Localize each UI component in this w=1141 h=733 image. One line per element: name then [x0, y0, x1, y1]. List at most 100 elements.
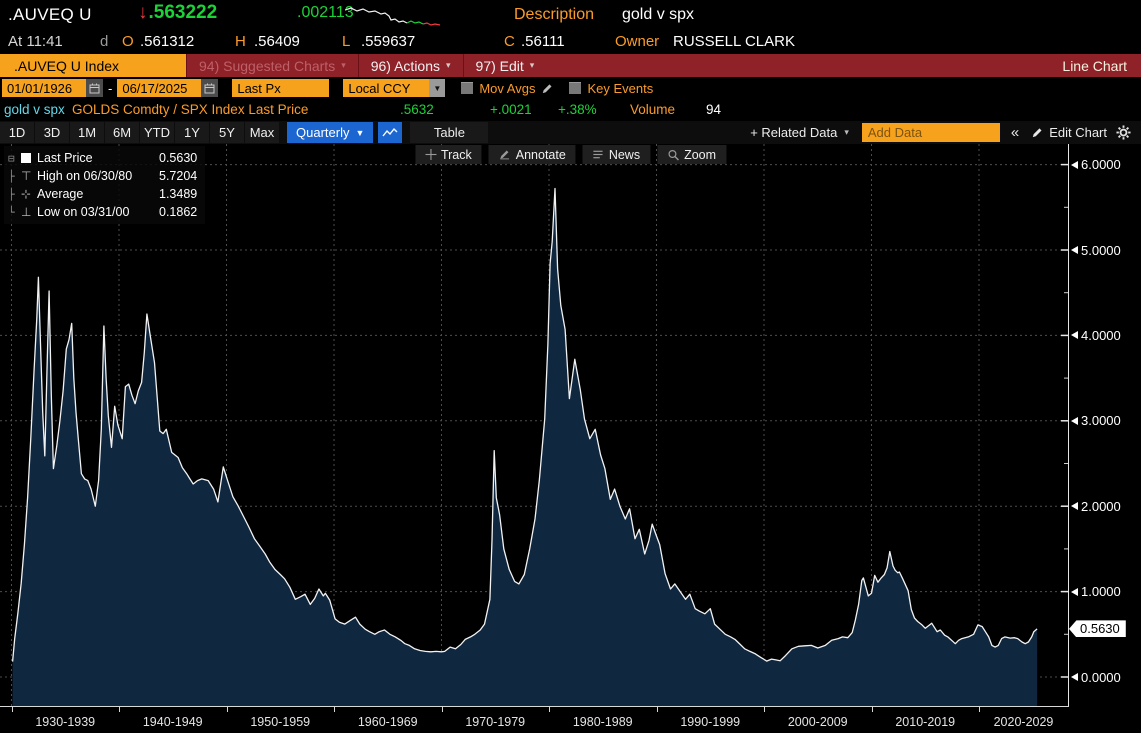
- calendar-icon[interactable]: [201, 79, 219, 97]
- high-label: H: [235, 33, 246, 50]
- period-button-1m[interactable]: 1M: [70, 122, 104, 143]
- x-axis-label: 2020-2029: [993, 714, 1054, 729]
- x-axis-label: 2010-2019: [895, 714, 956, 729]
- x-axis-tick: [441, 706, 443, 712]
- security-detail: GOLDS Comdty / SPX Index Last Price: [72, 102, 309, 117]
- table-button[interactable]: Table: [410, 122, 489, 143]
- legend-tree-line: └: [8, 205, 15, 219]
- x-axis-tick: [979, 706, 980, 712]
- ticker-symbol: .AUVEQ U: [8, 5, 92, 24]
- chart-type-label: Line Chart: [1062, 57, 1127, 74]
- legend-value: 0.1862: [159, 205, 198, 219]
- calendar-icon[interactable]: [86, 79, 103, 97]
- x-axis-tick: [871, 706, 873, 712]
- mov-avgs-pencil-icon[interactable]: [540, 82, 553, 95]
- legend-row: ├ ⊹ Average 1.3489: [8, 185, 197, 203]
- y-axis-label: 4.0000: [1071, 327, 1121, 343]
- news-label: News: [608, 147, 641, 162]
- menu-item-label: 94) Suggested Charts: [199, 57, 336, 74]
- collapse-panel-button[interactable]: «: [1010, 124, 1020, 141]
- edit-chart-button[interactable]: Edit Chart: [1030, 125, 1107, 140]
- frequency-select[interactable]: Quarterly ▼: [287, 122, 374, 143]
- low-value: .559637: [361, 33, 416, 50]
- delay-flag: d: [100, 33, 109, 50]
- chart-plot[interactable]: [0, 144, 1141, 706]
- settings-gear-icon[interactable]: [1116, 125, 1135, 140]
- close-label: C: [504, 33, 515, 50]
- x-axis-tick: [656, 706, 658, 712]
- owner-value: RUSSELL CLARK: [673, 33, 795, 50]
- average-marker-icon: ⊹: [21, 187, 32, 201]
- menubar: .AUVEQ U Index 94) Suggested Charts ▾ 96) …: [0, 54, 1141, 77]
- edit-chart-label: Edit Chart: [1049, 125, 1107, 140]
- y-axis-label: 5.0000: [1071, 242, 1121, 258]
- last-price-axis-tag: 0.5630: [1069, 620, 1126, 638]
- currency-dropdown-icon[interactable]: ▼: [429, 79, 446, 97]
- legend-label: Last Price: [37, 151, 93, 165]
- line-chart-icon: [382, 127, 398, 136]
- menu-item-----suggested-charts[interactable]: 94) Suggested Charts ▾: [186, 54, 358, 77]
- annotate-button[interactable]: Annotate: [488, 145, 576, 164]
- legend-value: 1.3489: [159, 187, 198, 201]
- menu-item-----edit[interactable]: 97) Edit ▾: [462, 54, 547, 77]
- key-events-checkbox[interactable]: [569, 82, 582, 94]
- legend-row: ⊟ Last Price 0.5630: [8, 149, 197, 167]
- security-change: +.0021: [490, 102, 532, 117]
- x-axis-label: 2000-2009: [787, 714, 848, 729]
- news-button[interactable]: News: [582, 145, 651, 164]
- low-marker-icon: ⊥: [21, 205, 32, 219]
- menu-item-----actions[interactable]: 96) Actions ▾: [357, 54, 463, 77]
- description-value: gold v spx: [622, 6, 695, 23]
- dropdown-caret-icon: ▾: [844, 127, 849, 137]
- zoom-button[interactable]: Zoom: [657, 145, 727, 164]
- volume-value: 94: [706, 102, 722, 117]
- period-button-ytd[interactable]: YTD: [140, 122, 174, 143]
- x-axis-tick: [226, 706, 228, 712]
- legend-value: 0.5630: [159, 151, 198, 165]
- period-buttons: 1D 3D 1M 6M YTD 1Y 5Y Max: [0, 122, 280, 143]
- period-button-5y[interactable]: 5Y: [210, 122, 244, 143]
- mov-avgs-checkbox[interactable]: [461, 82, 474, 94]
- ticker-header: .AUVEQ U ↓.563222 .002113 Description go…: [0, 0, 1141, 30]
- security-row: gold v spx GOLDS Comdty / SPX Index Last…: [0, 99, 1141, 121]
- security-tab[interactable]: .AUVEQ U Index: [0, 54, 186, 77]
- legend-tree-line: ├: [8, 187, 15, 201]
- date-to-input[interactable]: 06/17/2025: [117, 79, 202, 97]
- news-lines-icon: [593, 150, 603, 159]
- y-axis-label: 2.0000: [1071, 498, 1121, 514]
- legend-expand-icon[interactable]: ⊟: [8, 151, 15, 165]
- pencil-icon: [1032, 128, 1042, 138]
- period-button-3d[interactable]: 3D: [35, 122, 69, 143]
- x-axis-label: 1970-1979: [465, 714, 526, 729]
- magnifier-icon: [668, 149, 679, 160]
- price-type-select[interactable]: Last Px: [232, 79, 330, 97]
- x-axis-label: 1980-1989: [572, 714, 633, 729]
- period-button-1d[interactable]: 1D: [0, 122, 34, 143]
- chart-controls-row: 01/01/1926 - 06/17/2025 Last Px Local CC…: [0, 77, 1141, 99]
- dropdown-caret-icon: ▾: [529, 60, 535, 70]
- last-price-big: ↓.563222: [138, 2, 217, 24]
- add-data-input[interactable]: [861, 123, 1000, 142]
- legend-row: ├ ⊤ High on 06/30/80 5.7204: [8, 167, 197, 185]
- volume-label: Volume: [630, 102, 676, 117]
- track-button[interactable]: Track: [414, 145, 482, 164]
- legend-value: 5.7204: [159, 169, 198, 183]
- mov-avgs-label: Mov Avgs: [479, 80, 536, 96]
- zoom-label: Zoom: [684, 147, 717, 162]
- chart-tools: Track Annotate News Zoom: [414, 145, 727, 164]
- line-chart-view-button[interactable]: [378, 122, 403, 143]
- related-data-button[interactable]: + Related Data ▾: [746, 125, 853, 140]
- y-axis-label: 3.0000: [1071, 413, 1121, 429]
- period-button-max[interactable]: Max: [245, 122, 279, 143]
- period-button-6m[interactable]: 6M: [105, 122, 139, 143]
- date-range-separator: -: [108, 80, 113, 96]
- intraday-sparkline: [345, 7, 441, 26]
- x-axis-label: 1930-1939: [35, 714, 96, 729]
- period-button-1y[interactable]: 1Y: [175, 122, 209, 143]
- x-axis-label: 1960-1969: [357, 714, 418, 729]
- date-from-input[interactable]: 01/01/1926: [2, 79, 86, 97]
- currency-select[interactable]: Local CCY: [343, 79, 430, 97]
- legend-tree-line: ├: [8, 169, 15, 183]
- annotate-label: Annotate: [515, 147, 566, 162]
